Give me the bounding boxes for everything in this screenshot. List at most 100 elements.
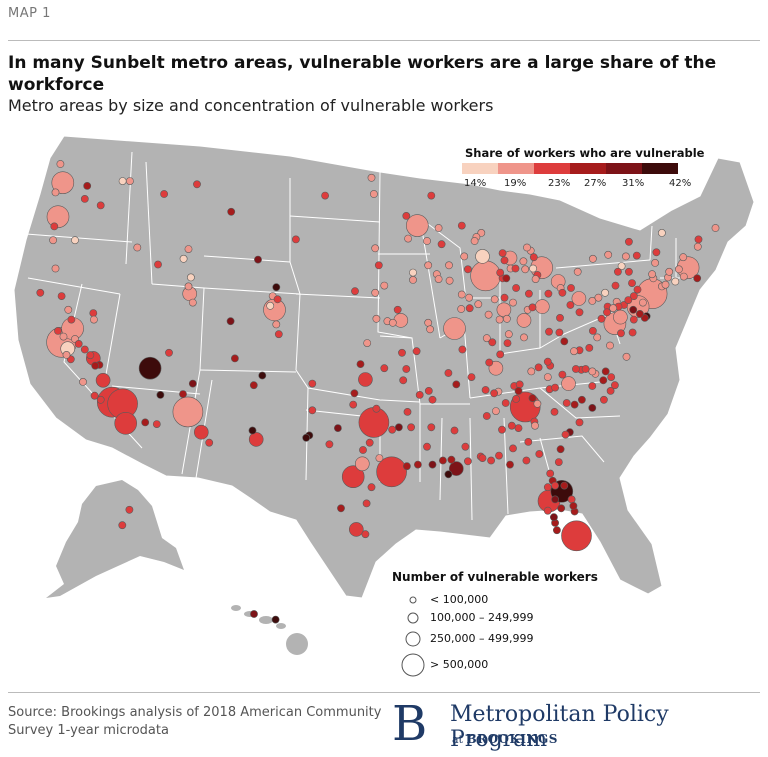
metro-dot xyxy=(450,426,459,435)
metro-dot xyxy=(402,365,411,373)
metro-dot xyxy=(51,171,75,194)
metro-dot xyxy=(184,245,193,254)
metro-dot xyxy=(194,424,209,440)
metro-dot xyxy=(551,383,559,392)
metro-dot xyxy=(365,438,374,447)
brand-name: Metropolitan Policy Program xyxy=(450,702,669,752)
metro-dot xyxy=(96,201,105,210)
metro-dot xyxy=(193,180,201,189)
metro-dot xyxy=(628,279,636,287)
metro-dot xyxy=(141,418,150,427)
metro-dot xyxy=(529,253,538,262)
metro-dot xyxy=(409,268,417,277)
metro-dot xyxy=(438,456,447,465)
metro-dot xyxy=(341,465,365,489)
metro-dot xyxy=(567,284,575,292)
metro-dot xyxy=(625,237,633,246)
metro-dot xyxy=(679,272,688,281)
metro-dot xyxy=(554,458,563,466)
metro-dot xyxy=(179,254,188,263)
color-legend-swatch-3 xyxy=(534,163,570,174)
metro-dot xyxy=(629,292,638,300)
metro-dot xyxy=(64,305,73,314)
metro-dot xyxy=(437,240,446,249)
metro-dot xyxy=(362,499,371,508)
metro-dot xyxy=(349,400,358,409)
metro-dot xyxy=(558,288,567,297)
metro-dot xyxy=(558,370,567,379)
map-subtitle: Metro areas by size and concentration of… xyxy=(8,96,494,115)
metro-dot xyxy=(504,330,513,339)
metro-dot xyxy=(665,267,674,276)
metro-dot xyxy=(463,457,472,466)
metro-dot xyxy=(651,258,659,267)
metro-dot xyxy=(188,379,197,388)
metro-dot xyxy=(570,347,578,356)
metro-dot xyxy=(399,376,408,385)
metro-dot xyxy=(402,462,411,471)
metro-dot xyxy=(633,285,642,294)
metro-dot xyxy=(481,386,490,394)
metro-dot xyxy=(512,394,520,403)
metro-dot xyxy=(356,360,365,368)
metro-dot xyxy=(652,248,661,257)
metro-dot xyxy=(575,308,584,317)
metro-dot xyxy=(363,339,372,347)
metro-dot xyxy=(172,396,204,428)
metro-dot xyxy=(118,521,127,530)
metro-dot xyxy=(250,610,258,618)
metro-dot xyxy=(578,395,586,404)
metro-dot xyxy=(424,261,433,270)
color-legend-swatch-4 xyxy=(570,163,606,174)
color-legend-bar xyxy=(462,163,678,174)
metro-dot xyxy=(51,264,60,273)
metro-dot xyxy=(443,317,466,340)
metro-dot xyxy=(543,373,552,381)
metro-dot xyxy=(79,377,87,386)
size-legend-circle-xlarge xyxy=(401,653,425,677)
metro-dot xyxy=(452,380,461,389)
metro-dot xyxy=(594,293,603,302)
size-legend-circle-large xyxy=(405,631,421,647)
metro-dot xyxy=(527,367,536,376)
metro-dot xyxy=(358,407,390,438)
metro-dot xyxy=(423,237,431,245)
metro-dot xyxy=(271,615,280,624)
metro-dot xyxy=(606,386,615,395)
metro-dot xyxy=(567,495,576,504)
metro-dot xyxy=(529,264,537,273)
metro-dot xyxy=(478,454,487,462)
color-legend-tick: 42% xyxy=(669,178,692,189)
metro-dot xyxy=(91,361,100,370)
brand-at: at xyxy=(452,733,463,746)
size-legend-label: 250,000 – 499,999 xyxy=(430,632,534,645)
metro-dot xyxy=(551,481,559,490)
map-label: MAP 1 xyxy=(8,6,51,21)
alaska-shape xyxy=(46,480,184,598)
metro-dot xyxy=(490,389,498,398)
metro-dot xyxy=(376,456,407,488)
metro-dot xyxy=(434,275,443,283)
metro-dot xyxy=(629,315,638,324)
metro-dot xyxy=(516,313,532,328)
color-legend-swatch-5 xyxy=(606,163,642,174)
metro-dot xyxy=(545,327,553,336)
metro-dot xyxy=(249,381,258,390)
metro-dot xyxy=(550,513,558,522)
metro-dot xyxy=(589,326,597,335)
metro-dot xyxy=(613,309,628,325)
metro-dot xyxy=(460,252,469,261)
metro-dot xyxy=(557,504,566,513)
size-legend-circles xyxy=(401,596,425,677)
metro-dot xyxy=(588,382,597,390)
metro-dot xyxy=(490,295,499,304)
metro-dot xyxy=(522,456,531,465)
color-legend-swatch-2 xyxy=(498,163,534,174)
metro-dot xyxy=(611,381,619,390)
metro-dot xyxy=(114,411,137,435)
metro-dot xyxy=(593,333,602,342)
metro-dot xyxy=(367,483,376,492)
metro-dot xyxy=(273,295,282,304)
metro-dot xyxy=(71,236,79,245)
metro-dot xyxy=(444,470,453,479)
